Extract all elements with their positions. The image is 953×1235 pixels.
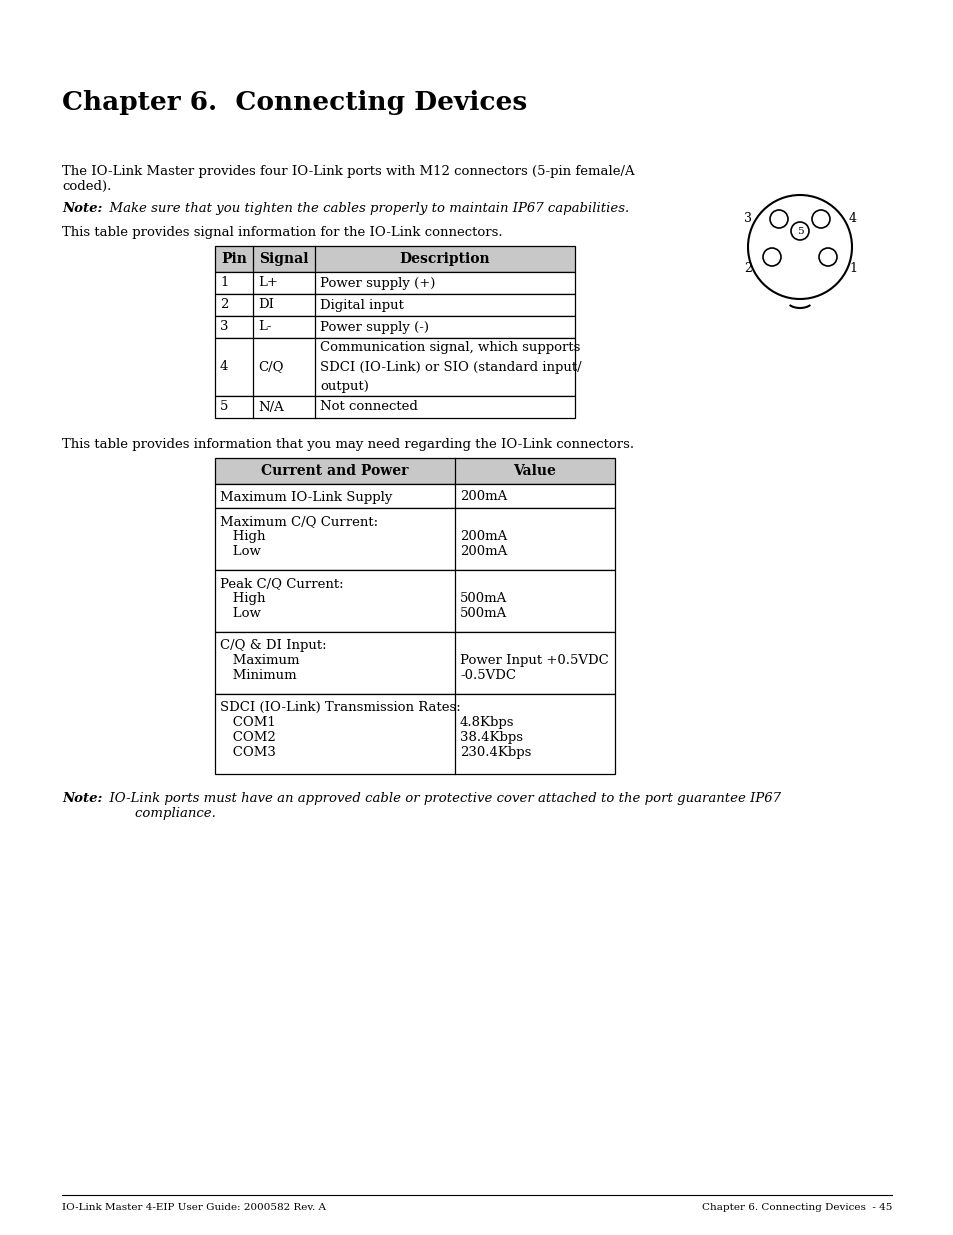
Text: Digital input: Digital input xyxy=(319,299,403,311)
Text: Note:: Note: xyxy=(62,792,102,805)
Text: The IO-Link Master provides four IO-Link ports with M12 connectors (5-pin female: The IO-Link Master provides four IO-Link… xyxy=(62,165,634,178)
Bar xyxy=(214,458,615,484)
Circle shape xyxy=(747,195,851,299)
Text: 200mA: 200mA xyxy=(459,530,507,543)
Text: IO-Link ports must have an approved cable or protective cover attached to the po: IO-Link ports must have an approved cabl… xyxy=(101,792,781,805)
Text: Communication signal, which supports: Communication signal, which supports xyxy=(319,341,579,354)
Circle shape xyxy=(762,248,781,266)
Text: Chapter 6.  Connecting Devices: Chapter 6. Connecting Devices xyxy=(62,90,527,115)
Text: L-: L- xyxy=(257,321,272,333)
Text: SDCI (IO-Link) Transmission Rates:: SDCI (IO-Link) Transmission Rates: xyxy=(220,701,460,714)
Text: 2: 2 xyxy=(743,263,751,275)
Text: 200mA: 200mA xyxy=(459,545,507,558)
Text: 500mA: 500mA xyxy=(459,606,507,620)
Text: Maximum C/Q Current:: Maximum C/Q Current: xyxy=(220,515,377,529)
Text: Maximum: Maximum xyxy=(220,655,299,667)
Text: 1: 1 xyxy=(220,277,228,289)
Text: L+: L+ xyxy=(257,277,277,289)
Text: 200mA: 200mA xyxy=(459,489,507,503)
Text: coded).: coded). xyxy=(62,180,112,193)
Bar xyxy=(214,294,575,316)
Text: 5: 5 xyxy=(796,226,802,236)
Bar xyxy=(214,338,575,396)
Text: 4.8Kbps: 4.8Kbps xyxy=(459,716,514,729)
Text: 4: 4 xyxy=(220,361,228,373)
Bar xyxy=(214,632,615,694)
Text: High: High xyxy=(220,592,265,605)
Text: Power supply (-): Power supply (-) xyxy=(319,321,429,333)
Bar xyxy=(214,508,615,571)
Bar xyxy=(214,396,575,417)
Text: Power Input +0.5VDC: Power Input +0.5VDC xyxy=(459,655,608,667)
Text: output): output) xyxy=(319,380,369,393)
Text: Pin: Pin xyxy=(221,252,247,266)
Text: C/Q & DI Input:: C/Q & DI Input: xyxy=(220,638,326,652)
Bar xyxy=(214,272,575,294)
Text: COM1: COM1 xyxy=(220,716,275,729)
Text: Peak C/Q Current:: Peak C/Q Current: xyxy=(220,577,343,590)
Text: N/A: N/A xyxy=(257,400,283,414)
Circle shape xyxy=(811,210,829,228)
Text: 500mA: 500mA xyxy=(459,592,507,605)
Text: IO-Link Master 4-EIP User Guide: 2000582 Rev. A: IO-Link Master 4-EIP User Guide: 2000582… xyxy=(62,1203,326,1212)
Text: Current and Power: Current and Power xyxy=(261,464,408,478)
Text: Description: Description xyxy=(399,252,490,266)
Text: 2: 2 xyxy=(220,299,228,311)
Text: 230.4Kbps: 230.4Kbps xyxy=(459,746,531,760)
Text: Signal: Signal xyxy=(259,252,309,266)
Bar xyxy=(214,694,615,774)
Text: 3: 3 xyxy=(743,212,751,226)
Bar xyxy=(214,484,615,508)
Text: COM2: COM2 xyxy=(220,731,275,743)
Text: DI: DI xyxy=(257,299,274,311)
Circle shape xyxy=(818,248,836,266)
Text: This table provides information that you may need regarding the IO-Link connecto: This table provides information that you… xyxy=(62,438,634,451)
Text: C/Q: C/Q xyxy=(257,361,283,373)
Text: compliance.: compliance. xyxy=(101,806,215,820)
Text: 38.4Kbps: 38.4Kbps xyxy=(459,731,522,743)
Text: Chapter 6. Connecting Devices  - 45: Chapter 6. Connecting Devices - 45 xyxy=(700,1203,891,1212)
Bar xyxy=(214,571,615,632)
Text: SDCI (IO-Link) or SIO (standard input/: SDCI (IO-Link) or SIO (standard input/ xyxy=(319,361,581,373)
Text: Maximum IO-Link Supply: Maximum IO-Link Supply xyxy=(220,492,392,504)
Text: High: High xyxy=(220,530,265,543)
Text: 4: 4 xyxy=(848,212,856,226)
Text: Low: Low xyxy=(220,606,260,620)
Text: COM3: COM3 xyxy=(220,746,275,760)
Text: Note:: Note: xyxy=(62,203,102,215)
Bar xyxy=(214,316,575,338)
Text: Low: Low xyxy=(220,545,260,558)
Text: Value: Value xyxy=(513,464,556,478)
Circle shape xyxy=(769,210,787,228)
Text: Minimum: Minimum xyxy=(220,669,296,682)
Text: 3: 3 xyxy=(220,321,229,333)
Circle shape xyxy=(790,222,808,240)
Text: 5: 5 xyxy=(220,400,228,414)
Text: This table provides signal information for the IO-Link connectors.: This table provides signal information f… xyxy=(62,226,502,240)
Text: Not connected: Not connected xyxy=(319,400,417,414)
Text: -0.5VDC: -0.5VDC xyxy=(459,669,516,682)
Text: 1: 1 xyxy=(848,263,856,275)
Bar xyxy=(214,246,575,272)
Text: Make sure that you tighten the cables properly to maintain IP67 capabilities.: Make sure that you tighten the cables pr… xyxy=(101,203,629,215)
Text: Power supply (+): Power supply (+) xyxy=(319,277,435,289)
